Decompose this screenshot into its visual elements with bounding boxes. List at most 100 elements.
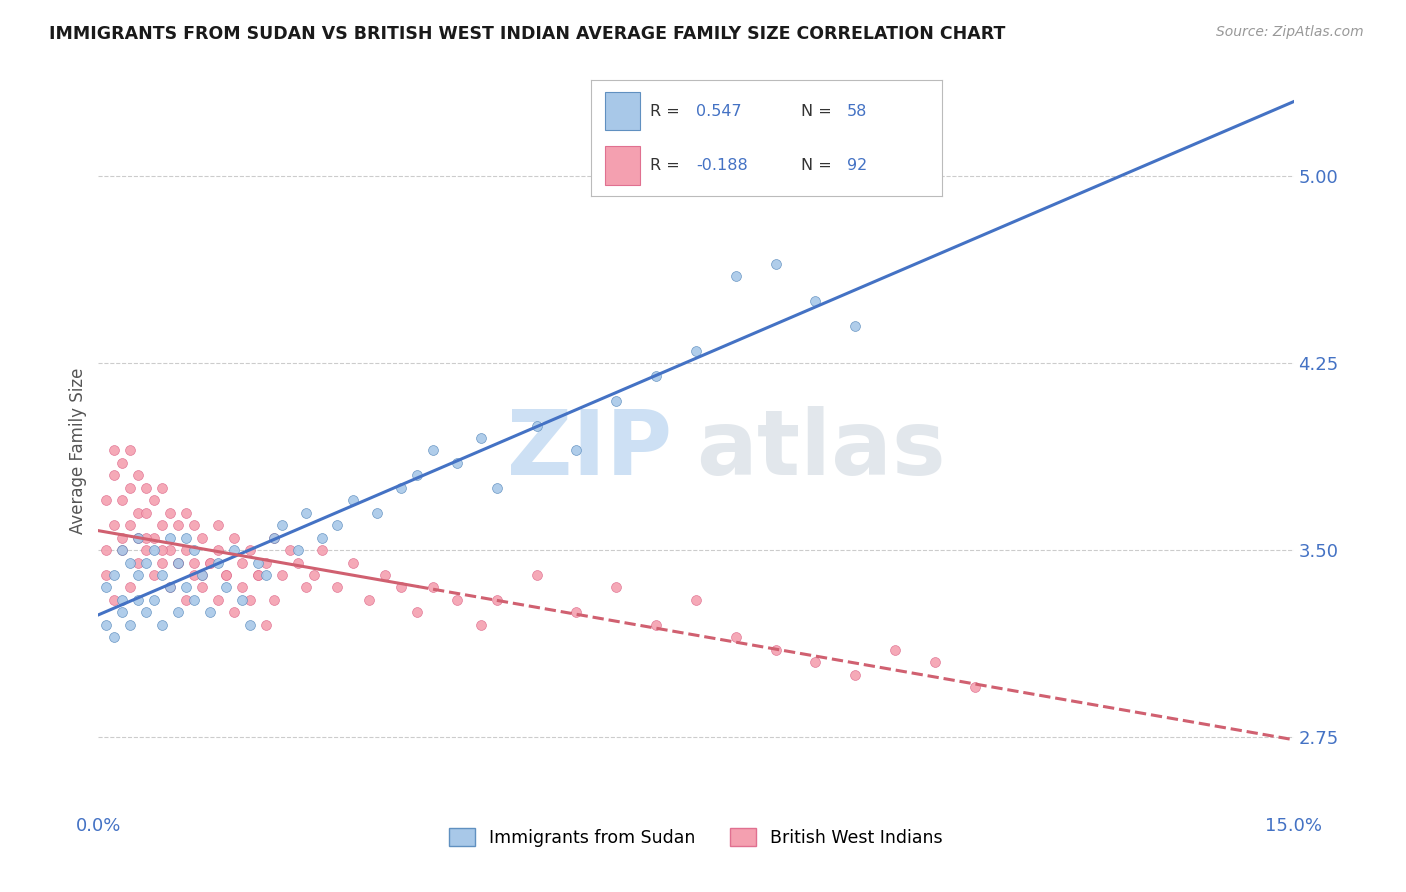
Point (765, 642, 787, 657)
Point (150, 568, 173, 582)
Point (167, 606, 190, 620)
Point (120, 518, 142, 533)
Point (127, 468, 149, 483)
Point (103, 443, 125, 458)
Point (127, 568, 149, 582)
Point (239, 543, 262, 558)
Point (342, 556, 364, 570)
Point (120, 618, 142, 632)
Point (127, 506, 149, 520)
Point (96, 493, 118, 508)
Point (207, 543, 229, 558)
Bar (605, 146, 640, 185)
Point (174, 593, 197, 607)
Point (724, 630, 747, 644)
Point (804, 655, 827, 669)
Point (167, 556, 190, 570)
Point (159, 581, 181, 595)
Text: 92: 92 (846, 158, 868, 173)
Text: atlas: atlas (696, 407, 946, 494)
Point (198, 606, 221, 620)
Point (96, 543, 118, 558)
Point (143, 493, 166, 508)
Point (183, 518, 205, 533)
Point (685, 343, 707, 358)
Point (326, 518, 349, 533)
Point (263, 531, 285, 545)
Point (167, 518, 190, 533)
Point (263, 593, 285, 607)
Point (446, 456, 468, 470)
Point (103, 630, 125, 644)
Point (270, 518, 292, 533)
Point (111, 531, 134, 545)
Point (765, 257, 787, 271)
Point (605, 581, 627, 595)
Point (485, 593, 508, 607)
Point (294, 506, 316, 520)
Point (103, 568, 125, 582)
Point (844, 318, 866, 333)
Point (470, 618, 492, 632)
Point (103, 593, 125, 607)
Point (565, 443, 588, 458)
Point (422, 443, 444, 458)
Point (174, 531, 197, 545)
Point (222, 531, 245, 545)
Point (150, 481, 173, 495)
Point (150, 556, 173, 570)
Text: R =: R = (650, 103, 685, 119)
Point (246, 568, 269, 582)
Point (844, 667, 866, 681)
Point (143, 531, 166, 545)
Point (406, 468, 429, 483)
Point (254, 568, 277, 582)
Point (924, 655, 946, 669)
Point (446, 593, 468, 607)
Point (135, 556, 157, 570)
Text: -0.188: -0.188 (696, 158, 748, 173)
Point (311, 531, 333, 545)
Point (96, 581, 118, 595)
Point (143, 568, 166, 582)
Point (174, 581, 197, 595)
Point (526, 418, 548, 433)
Point (135, 506, 157, 520)
Point (685, 593, 707, 607)
Point (270, 568, 292, 582)
Point (191, 531, 214, 545)
Point (96, 568, 118, 582)
Text: IMMIGRANTS FROM SUDAN VS BRITISH WEST INDIAN AVERAGE FAMILY SIZE CORRELATION CHA: IMMIGRANTS FROM SUDAN VS BRITISH WEST IN… (49, 25, 1005, 43)
Point (111, 543, 134, 558)
Point (143, 543, 166, 558)
Text: ZIP: ZIP (508, 407, 672, 494)
Point (159, 531, 181, 545)
Point (485, 481, 508, 495)
Point (645, 368, 668, 383)
Point (127, 531, 149, 545)
Point (963, 680, 986, 694)
Text: Source: ZipAtlas.com: Source: ZipAtlas.com (1216, 25, 1364, 39)
Point (135, 606, 157, 620)
Point (150, 518, 173, 533)
Point (174, 506, 197, 520)
Point (167, 556, 190, 570)
Point (215, 581, 238, 595)
Point (287, 543, 309, 558)
Point (183, 556, 205, 570)
Text: 0.547: 0.547 (696, 103, 741, 119)
Point (191, 568, 214, 582)
Point (207, 518, 229, 533)
Point (278, 543, 301, 558)
Point (120, 443, 142, 458)
Point (342, 493, 364, 508)
Point (302, 568, 325, 582)
Point (167, 556, 190, 570)
Point (645, 618, 668, 632)
Point (239, 618, 262, 632)
Point (111, 606, 134, 620)
Point (231, 593, 253, 607)
Point (422, 581, 444, 595)
Point (231, 556, 253, 570)
Point (150, 543, 173, 558)
